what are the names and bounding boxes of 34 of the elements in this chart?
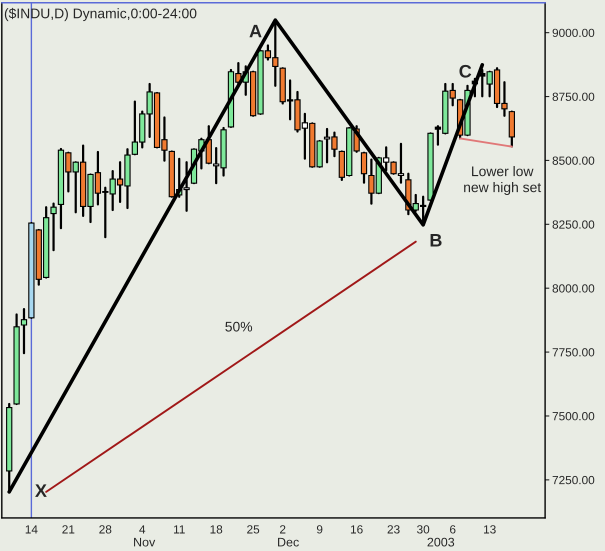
annotation: X [35,484,47,497]
annotation: Lower low new high set [464,166,542,195]
text: Nov [134,538,156,547]
x-tick-label: 21 [62,525,74,534]
x-tick-label: 13 [484,525,496,534]
x-tick-label: 18 [210,525,222,534]
y-tick-label: 8000.00 [552,284,594,293]
x-tick-label: 9 [316,525,322,534]
y-tick-label: 8750.00 [552,92,594,101]
annotation: B [430,234,442,246]
y-tick-label: 7250.00 [552,476,594,484]
x-tick-label: 4 [139,525,146,534]
annotation: C [459,64,472,78]
text: Dec [278,538,299,547]
x-tick-label: 11 [174,525,185,534]
text: 2003 [428,538,454,547]
y-tick-label: 8250.00 [552,220,594,229]
y-tick-label: 7500.00 [552,412,594,420]
x-tick-label: 14 [26,525,38,534]
candlestick [20,308,28,354]
y-tick-label: 8500.00 [552,156,594,165]
x-tick-label: 2 [280,525,286,534]
candlestick [50,202,57,252]
annotation: A [249,24,262,38]
x-tick-label: 28 [99,525,112,534]
x-tick-label: 23 [388,525,400,534]
annotation: 50% [225,322,252,332]
y-tick-label: 9000.00 [552,28,594,38]
candlestick [360,152,368,184]
y-tick-label: 7750.00 [552,348,594,356]
x-tick-label: 30 [417,525,430,534]
x-tick-label: 16 [350,525,363,534]
x-tick-label: 25 [247,525,260,534]
x-tick-label: 6 [450,525,456,534]
